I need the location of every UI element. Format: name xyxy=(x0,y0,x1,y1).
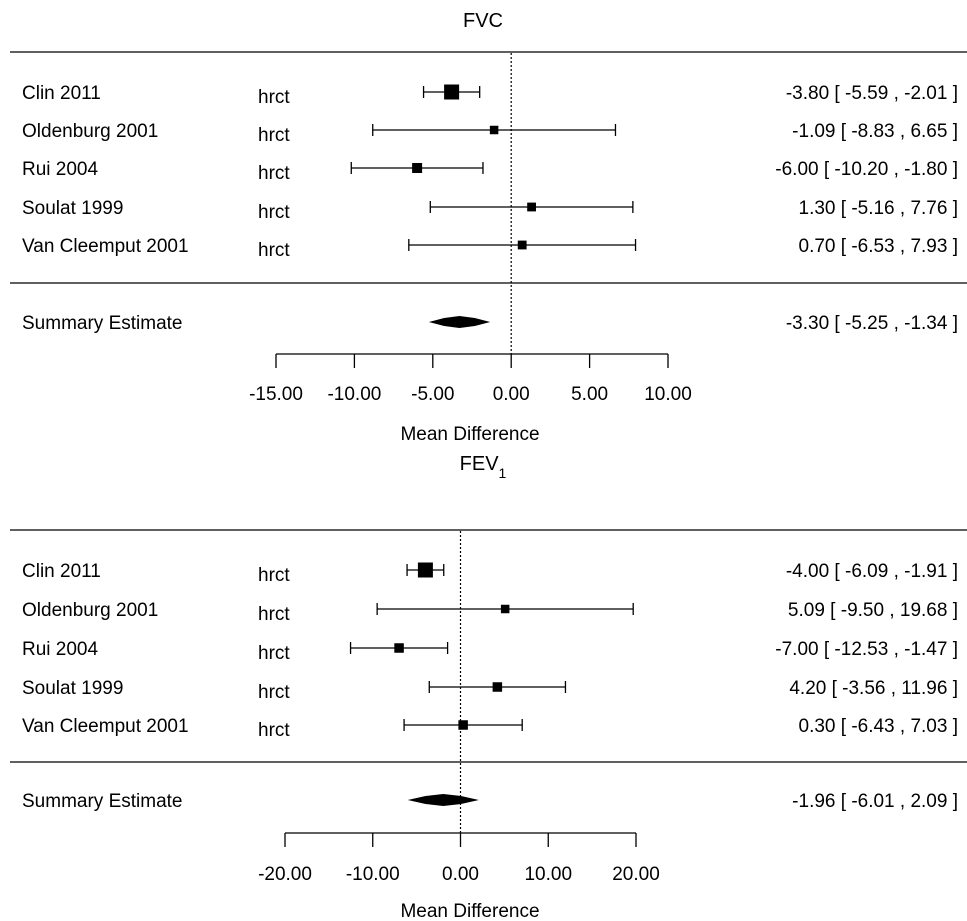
point-estimate xyxy=(394,643,404,653)
study-ci-text: -4.00 [ -6.09 , -1.91 ] xyxy=(786,561,958,582)
panel-title: FVC xyxy=(463,10,503,32)
study-method: hrct xyxy=(258,125,290,146)
study-name: Oldenburg 2001 xyxy=(22,121,158,142)
x-tick-label: 5.00 xyxy=(571,384,608,405)
study-name: Clin 2011 xyxy=(22,561,101,582)
point-estimate xyxy=(492,682,503,692)
point-estimate xyxy=(500,604,510,614)
study-row: Rui 2004 hrct -6.00 [ -10.20 , -1.80 ] xyxy=(22,159,958,184)
x-tick-label: -10.00 xyxy=(327,384,381,405)
point-estimate xyxy=(412,163,423,173)
forest-plot-panel-1: FVC Clin 2011 hrct -3.80 [ -5.59 , -2.01 ] O… xyxy=(10,10,967,445)
study-name: Soulat 1999 xyxy=(22,678,123,699)
x-tick-label: 0.00 xyxy=(493,384,530,405)
study-row: Rui 2004 hrct -7.00 [ -12.53 , -1.47 ] xyxy=(22,639,958,664)
x-tick-label: -15.00 xyxy=(249,384,303,405)
study-name: Rui 2004 xyxy=(22,639,98,660)
study-method: hrct xyxy=(258,643,290,664)
study-ci-text: 4.20 [ -3.56 , 11.96 ] xyxy=(789,678,958,699)
study-ci-text: 1.30 [ -5.16 , 7.76 ] xyxy=(799,198,959,219)
summary-label: Summary Estimate xyxy=(22,791,182,812)
study-method: hrct xyxy=(258,604,290,625)
study-method: hrct xyxy=(258,240,290,261)
study-ci-text: 0.30 [ -6.43 , 7.03 ] xyxy=(799,716,959,737)
x-tick-label: 10.00 xyxy=(644,384,692,405)
study-method: hrct xyxy=(258,202,290,223)
summary-label: Summary Estimate xyxy=(22,313,182,334)
study-name: Oldenburg 2001 xyxy=(22,600,158,621)
study-row: Van Cleemput 2001 hrct 0.30 [ -6.43 , 7.03… xyxy=(22,716,958,741)
study-row: Oldenburg 2001 hrct 5.09 [ -9.50 , 19.68 ] xyxy=(22,600,958,625)
point-estimate xyxy=(517,240,527,250)
summary-row: Summary Estimate -3.30 [ -5.25 , -1.34 ] xyxy=(22,313,958,334)
study-name: Rui 2004 xyxy=(22,159,98,180)
study-name: Clin 2011 xyxy=(22,83,101,104)
study-method: hrct xyxy=(258,720,290,741)
study-ci-text: 0.70 [ -6.53 , 7.93 ] xyxy=(799,236,959,257)
x-axis: -15.00 -10.00 -5.00 0.00 5.00 10.00 Mean Diffe… xyxy=(249,353,692,445)
summary-diamond xyxy=(428,316,491,328)
study-ci-text: -3.80 [ -5.59 , -2.01 ] xyxy=(786,83,958,104)
x-axis-label: Mean Difference xyxy=(400,901,539,921)
x-axis: -20.00 -10.00 0.00 10.00 20.00 Mean Differenc… xyxy=(258,832,660,921)
study-row: Van Cleemput 2001 hrct 0.70 [ -6.53 , 7.93… xyxy=(22,236,958,261)
point-estimate xyxy=(458,720,468,730)
point-estimate xyxy=(489,125,499,135)
study-row: Clin 2011 hrct -4.00 [ -6.09 , -1.91 ] xyxy=(22,561,958,586)
summary-ci-text: -3.30 [ -5.25 , -1.34 ] xyxy=(786,313,958,334)
study-row: Soulat 1999 hrct 1.30 [ -5.16 , 7.76 ] xyxy=(22,198,958,223)
x-tick-label: 0.00 xyxy=(442,864,479,885)
study-name: Van Cleemput 2001 xyxy=(22,236,189,257)
x-tick-label: 20.00 xyxy=(612,864,660,885)
study-method: hrct xyxy=(258,87,290,108)
panel-title: FEV1 xyxy=(460,453,507,481)
study-row: Clin 2011 hrct -3.80 [ -5.59 , -2.01 ] xyxy=(22,83,958,108)
x-tick-label: -20.00 xyxy=(258,864,312,885)
study-row: Oldenburg 2001 hrct -1.09 [ -8.83 , 6.65 ] xyxy=(22,121,958,146)
study-ci-text: -6.00 [ -10.20 , -1.80 ] xyxy=(775,159,958,180)
study-method: hrct xyxy=(258,682,290,703)
study-name: Soulat 1999 xyxy=(22,198,123,219)
x-tick-label: -10.00 xyxy=(346,864,400,885)
summary-ci-text: -1.96 [ -6.01 , 2.09 ] xyxy=(792,791,958,812)
x-tick-label: 10.00 xyxy=(524,864,572,885)
point-estimate xyxy=(417,562,433,578)
study-method: hrct xyxy=(258,163,290,184)
x-tick-label: -5.00 xyxy=(411,384,454,405)
point-estimate xyxy=(527,202,536,212)
study-ci-text: -7.00 [ -12.53 , -1.47 ] xyxy=(775,639,958,660)
study-ci-text: 5.09 [ -9.50 , 19.68 ] xyxy=(788,600,958,621)
summary-row: Summary Estimate -1.96 [ -6.01 , 2.09 ] xyxy=(22,791,958,812)
forest-plot-panel-2: FEV1 Clin 2011 hrct -4.00 [ -6.09 , -1.91 ]… xyxy=(10,453,967,921)
summary-diamond xyxy=(407,794,479,806)
study-row: Soulat 1999 hrct 4.20 [ -3.56 , 11.96 ] xyxy=(22,678,958,703)
study-name: Van Cleemput 2001 xyxy=(22,716,189,737)
study-ci-text: -1.09 [ -8.83 , 6.65 ] xyxy=(792,121,958,142)
point-estimate xyxy=(444,84,460,100)
study-method: hrct xyxy=(258,565,290,586)
x-axis-label: Mean Difference xyxy=(400,424,539,445)
